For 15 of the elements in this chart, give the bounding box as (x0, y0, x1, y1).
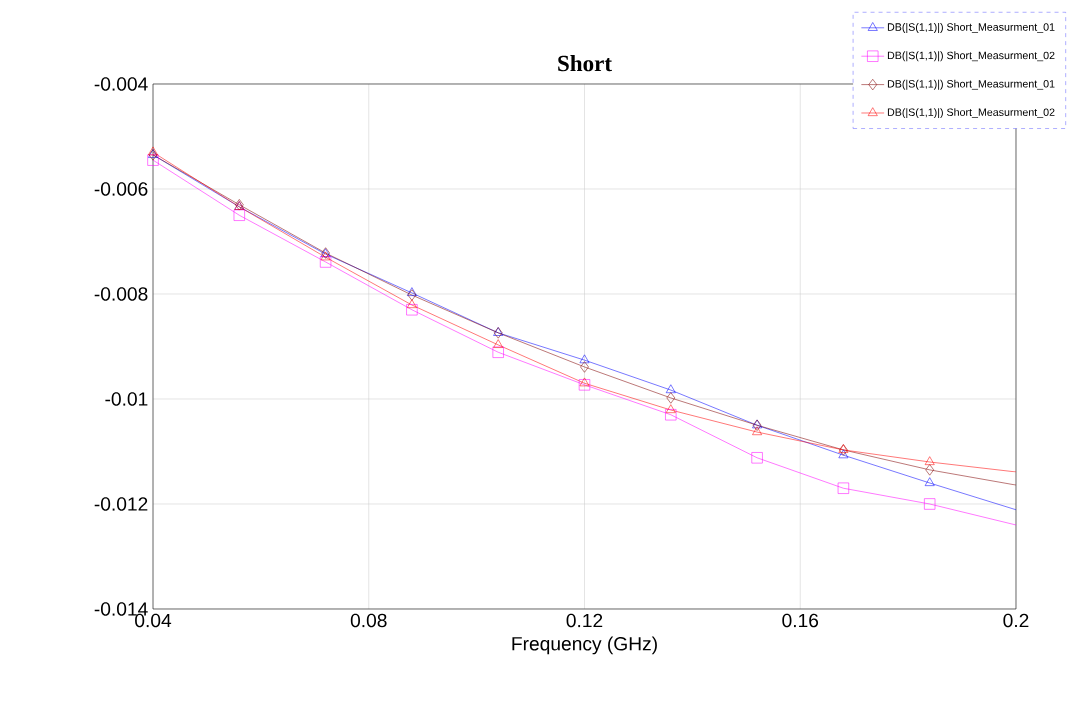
legend-label: DB(|S(1,1)|) Short_Measurment_02 (887, 108, 1055, 119)
x-tick-label: 0.12 (566, 613, 603, 628)
y-tick-label: -0.006 (94, 182, 148, 196)
y-tick-label: -0.004 (94, 77, 148, 91)
y-tick-label: -0.012 (94, 497, 148, 511)
x-tick-label: 0.08 (350, 613, 387, 628)
chart-title: Short (558, 55, 612, 72)
y-tick-label: -0.01 (105, 392, 148, 406)
x-tick-label: 0.16 (782, 613, 819, 628)
legend-label: DB(|S(1,1)|) Short_Measurment_01 (887, 22, 1055, 33)
x-axis-title: Frequency (GHz) (512, 636, 657, 655)
legend-label: DB(|S(1,1)|) Short_Measurment_02 (887, 51, 1055, 62)
y-tick-label: -0.008 (94, 287, 148, 301)
x-tick-label: 0.2 (1003, 613, 1029, 628)
legend-label: DB(|S(1,1)|) Short_Measurment_01 (887, 79, 1055, 90)
